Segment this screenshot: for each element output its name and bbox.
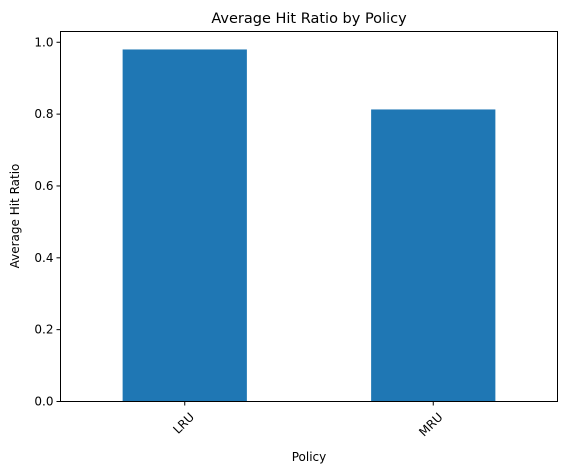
y-tick-label: 0.2: [34, 323, 53, 337]
plot-area: [122, 49, 496, 402]
chart-title: Average Hit Ratio by Policy: [211, 11, 407, 27]
bar-mru: [371, 109, 496, 402]
x-axis-label: Policy: [292, 450, 327, 464]
y-tick-label: 0.8: [34, 107, 53, 121]
y-axis-label: Average Hit Ratio: [8, 164, 22, 269]
y-tick-label: 1.0: [34, 35, 53, 49]
plot-frame: [60, 31, 558, 402]
y-tick-label: 0.6: [34, 179, 53, 193]
bar-lru: [122, 49, 247, 402]
x-tick-label-lru: LRU: [170, 410, 197, 437]
x-tick-label-mru: MRU: [416, 410, 445, 439]
y-axis: 0.0 0.2 0.4 0.6 0.8 1.0: [34, 35, 61, 409]
y-tick-label: 0.4: [34, 251, 53, 265]
x-axis: LRU MRU: [170, 401, 446, 439]
y-tick-label: 0.0: [34, 395, 53, 409]
